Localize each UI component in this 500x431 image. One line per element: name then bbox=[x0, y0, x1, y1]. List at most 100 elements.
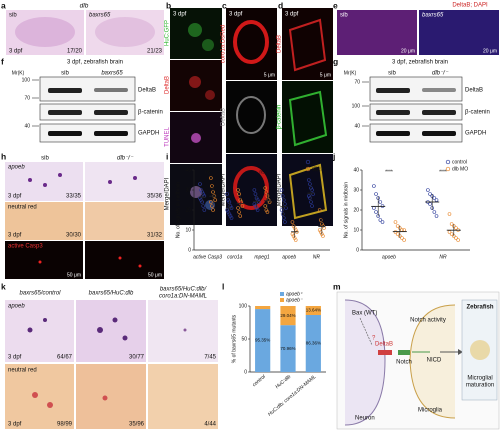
stage-label: 3 dpf bbox=[9, 49, 23, 55]
value-label: 70.96% bbox=[280, 346, 295, 351]
dot bbox=[264, 208, 269, 212]
shape bbox=[202, 39, 214, 51]
dot bbox=[198, 196, 202, 200]
shape bbox=[369, 103, 463, 121]
dot bbox=[400, 236, 404, 240]
shape bbox=[85, 241, 164, 279]
y-tick-label: 20 bbox=[185, 207, 191, 213]
shape bbox=[122, 335, 128, 341]
y-tick-label: 50 bbox=[241, 336, 247, 342]
x-tick-label: NR bbox=[313, 254, 321, 260]
shape bbox=[188, 23, 202, 37]
dot bbox=[264, 190, 269, 194]
shape bbox=[95, 17, 155, 47]
legend-label: apoeb⁺ bbox=[286, 291, 303, 297]
dot bbox=[321, 224, 325, 228]
group-label: dlb⁻/⁻ bbox=[432, 71, 449, 77]
dot bbox=[449, 232, 454, 236]
protein-label: GAPDH bbox=[138, 131, 159, 137]
group-label: baxrs65 bbox=[89, 13, 111, 19]
shape bbox=[5, 241, 83, 279]
x-tick-label: coro1a bbox=[227, 254, 243, 260]
legend-label: dlb⁻/⁻ bbox=[312, 166, 326, 172]
panel-letter: h bbox=[1, 151, 6, 161]
dot bbox=[291, 234, 296, 238]
dot bbox=[263, 204, 268, 208]
shape bbox=[183, 328, 187, 332]
dot bbox=[225, 192, 229, 196]
diagram-label: maturation bbox=[466, 383, 494, 389]
dot bbox=[252, 188, 257, 192]
legend-marker bbox=[445, 166, 451, 172]
y-tick-label: 10 bbox=[185, 227, 191, 233]
dot bbox=[447, 212, 452, 216]
significance: ns bbox=[205, 169, 211, 175]
shape bbox=[94, 88, 128, 92]
scale-label: 5 μm bbox=[264, 72, 275, 78]
stage-label: 3 dpf bbox=[8, 194, 22, 200]
channel-label: TUNEL bbox=[165, 127, 171, 147]
count-label: 98/99 bbox=[57, 422, 73, 428]
protein-label: β-catenin bbox=[465, 110, 490, 116]
significance: ns bbox=[232, 169, 238, 175]
x-tick-label: mpeg1 bbox=[254, 254, 270, 260]
diagram-label: NICD bbox=[427, 358, 442, 364]
group-label: baxrs65 bbox=[101, 71, 123, 77]
protein-label: β-catenin bbox=[138, 110, 163, 116]
dot bbox=[449, 222, 454, 226]
dot bbox=[306, 178, 311, 182]
count-label: 30/77 bbox=[129, 355, 145, 361]
y-axis-label: No. of signals in midbrain bbox=[175, 182, 181, 238]
dot bbox=[210, 184, 214, 188]
bar-segment bbox=[280, 325, 296, 372]
group-label: sib bbox=[388, 71, 396, 77]
group-label: sib bbox=[9, 13, 17, 19]
dot bbox=[237, 192, 241, 196]
dot bbox=[374, 210, 378, 214]
y-tick-label: 0 bbox=[188, 247, 191, 253]
shape bbox=[419, 10, 499, 55]
stage-label: 3 dpf bbox=[8, 233, 22, 239]
shape bbox=[148, 300, 218, 362]
dot bbox=[317, 208, 322, 212]
dot bbox=[279, 188, 284, 192]
x-tick-label: HuC:dlb bbox=[274, 374, 292, 390]
legend-label: apoeb⁻ bbox=[286, 297, 303, 303]
marker-label: 70 bbox=[24, 95, 30, 101]
shape bbox=[48, 131, 82, 136]
count-label: 31/32 bbox=[147, 233, 163, 239]
legend-label: control bbox=[452, 159, 467, 165]
y-tick-label: 30 bbox=[185, 187, 191, 193]
significance: **** bbox=[439, 169, 447, 175]
panel-letter: j bbox=[332, 151, 335, 161]
shape bbox=[236, 96, 266, 134]
dot bbox=[311, 192, 315, 196]
dot bbox=[240, 204, 245, 208]
panel-letter: m bbox=[333, 281, 341, 291]
diagram-label: Microglia bbox=[418, 408, 443, 414]
x-tick-label: apoeb bbox=[282, 254, 296, 260]
marker-label: 70 bbox=[354, 79, 360, 85]
panel-letter: k bbox=[1, 281, 6, 291]
dot bbox=[434, 214, 439, 218]
y-tick-label: 40 bbox=[353, 167, 359, 173]
shape bbox=[148, 364, 218, 429]
column-header: baxrs65/control bbox=[19, 291, 61, 297]
shape bbox=[94, 131, 128, 136]
dot bbox=[263, 186, 268, 190]
shape bbox=[94, 110, 128, 115]
shape bbox=[288, 18, 327, 72]
diagram-label: ? bbox=[372, 336, 376, 342]
shape bbox=[470, 340, 490, 360]
bar-segment bbox=[305, 315, 321, 372]
value-label: 86.36% bbox=[306, 341, 321, 346]
group-label: sib bbox=[41, 156, 49, 162]
panel-title: 3 dpf, zebrafish brain bbox=[392, 60, 448, 66]
dot bbox=[253, 204, 258, 208]
dot bbox=[238, 214, 243, 218]
diagram-label: Microglial bbox=[467, 376, 492, 382]
scale-label: 20 μm bbox=[401, 48, 415, 54]
y-tick-label: 100 bbox=[239, 303, 248, 309]
stage-label: 3 dpf bbox=[285, 12, 299, 18]
row-label: neutral red bbox=[8, 368, 37, 374]
